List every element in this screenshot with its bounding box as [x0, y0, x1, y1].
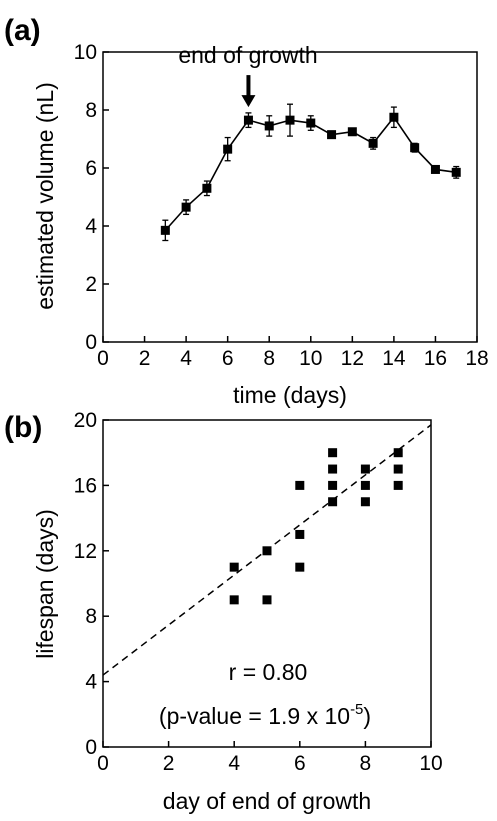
volume-point-7 [306, 118, 316, 128]
panel-b-label: (b) [4, 411, 42, 444]
volume-point-1 [181, 202, 191, 212]
correlation-annotation: r = 0.80 [229, 659, 308, 685]
panel-b-axes-frame [102, 419, 432, 748]
lifespan-point-0 [229, 562, 239, 572]
lifespan-point-15 [393, 464, 403, 474]
end-of-growth-arrow-head [241, 95, 256, 108]
panel-a-series [160, 103, 461, 242]
end-of-growth-annotation: end of growth [178, 42, 317, 68]
volume-point-14 [451, 167, 461, 177]
lifespan-point-1 [229, 595, 239, 605]
volume-series-line [164, 115, 457, 231]
panel-b-ytick-label-5: 20 [74, 409, 97, 432]
volume-point-3 [223, 144, 233, 154]
panel-a-ytick-label-0: 0 [85, 331, 97, 354]
lifespan-point-13 [360, 497, 370, 507]
panel-a-xtick-label-2: 4 [180, 347, 192, 370]
volume-point-11 [389, 112, 399, 122]
panel-b-series [102, 424, 432, 676]
volume-point-5 [264, 121, 274, 131]
volume-point-2 [202, 183, 212, 193]
panel-a-ytick-label-3: 6 [85, 157, 97, 180]
panel-b-ytick-label-2: 8 [85, 605, 97, 628]
panel-a-xtick-label-4: 8 [263, 347, 275, 370]
panel-a-xtick-label-1: 2 [139, 347, 151, 370]
panel-a-label: (a) [4, 14, 41, 47]
panel-b-ylabel: lifespan (days) [32, 509, 58, 659]
volume-point-12 [410, 143, 420, 153]
panel-a-ticks: 0 2 4 6 8 10 12 14 16 18 0 2 4 6 8 10 [74, 41, 489, 370]
panel-a-chart: (a) 0 2 4 6 8 10 12 14 16 18 0 2 4 6 8 10 end of growth… [4, 14, 489, 408]
volume-point-10 [368, 138, 378, 148]
panel-b-xtick-label-2: 4 [228, 752, 240, 775]
lifespan-point-4 [295, 480, 305, 490]
volume-point-13 [430, 164, 440, 174]
lifespan-point-8 [328, 464, 338, 474]
lifespan-point-6 [295, 562, 305, 572]
panel-b-xtick-label-4: 8 [360, 752, 372, 775]
lifespan-point-2 [262, 546, 272, 556]
lifespan-point-11 [360, 464, 370, 474]
lifespan-point-7 [328, 448, 338, 458]
panel-b-ytick-label-3: 12 [74, 540, 97, 563]
panel-b-xlabel: day of end of growth [163, 788, 371, 814]
panel-b-xtick-label-0: 0 [97, 752, 109, 775]
panel-a-xtick-label-5: 10 [299, 347, 322, 370]
panel-a-xtick-label-6: 12 [341, 347, 364, 370]
lifespan-point-9 [328, 480, 338, 490]
lifespan-point-12 [360, 480, 370, 490]
panel-a-ytick-label-1: 2 [85, 273, 97, 296]
panel-b-chart: (b) 0 2 4 6 8 10 0 4 8 12 16 20 r = 0.80 (p-value =… [4, 409, 443, 814]
lifespan-point-16 [393, 480, 403, 490]
lifespan-point-14 [393, 448, 403, 458]
p-value-suffix: ) [363, 703, 371, 729]
volume-point-0 [160, 225, 170, 235]
panel-a-ytick-label-2: 4 [85, 215, 97, 238]
volume-point-6 [285, 115, 295, 125]
volume-point-8 [327, 130, 337, 140]
panel-b-ticks: 0 2 4 6 8 10 0 4 8 12 16 20 [74, 409, 443, 775]
lifespan-point-10 [328, 497, 338, 507]
panel-a-xtick-label-7: 14 [382, 347, 406, 370]
lifespan-point-3 [262, 595, 272, 605]
panel-a-axes-frame [102, 51, 478, 343]
p-value-prefix: (p-value = 1.9 x 10 [159, 703, 350, 729]
panel-a-xlabel: time (days) [233, 382, 347, 408]
panel-b-xtick-label-5: 10 [419, 752, 442, 775]
panel-b-ytick-label-1: 4 [85, 671, 97, 694]
lifespan-point-5 [295, 529, 305, 539]
panel-a-xtick-label-9: 18 [465, 347, 488, 370]
panel-a-xtick-label-0: 0 [97, 347, 109, 370]
p-value-annotation: (p-value = 1.9 x 10-5) [159, 701, 371, 729]
panel-b-xtick-label-1: 2 [163, 752, 175, 775]
panel-a-ylabel: estimated volume (nL) [32, 82, 58, 310]
panel-a-ytick-label-4: 8 [85, 99, 97, 122]
panel-a-xtick-label-8: 16 [424, 347, 447, 370]
volume-point-9 [347, 127, 357, 137]
panel-a-ytick-label-5: 10 [74, 41, 97, 64]
volume-point-4 [243, 115, 253, 125]
p-value-exponent: -5 [350, 701, 363, 718]
panel-b-xtick-label-3: 6 [294, 752, 306, 775]
end-of-growth-arrow [241, 75, 256, 108]
panel-a-xtick-label-3: 6 [222, 347, 234, 370]
panel-b-ytick-label-0: 0 [85, 736, 97, 759]
panel-b-ytick-label-4: 16 [74, 474, 97, 497]
